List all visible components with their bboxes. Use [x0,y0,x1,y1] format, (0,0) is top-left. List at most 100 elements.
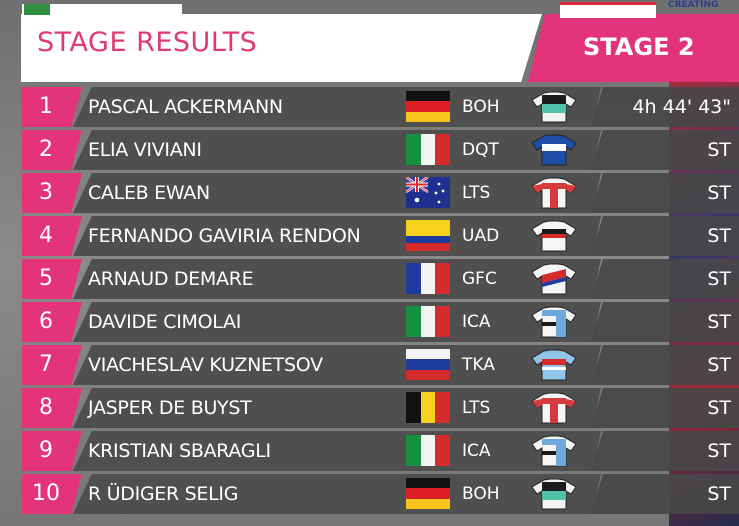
team-code: BOH [462,97,500,117]
team-code: LTS [462,183,491,203]
time-value: ST [707,225,731,247]
sponsor-logo-right [560,2,656,18]
team-code: BOH [462,484,500,504]
rank-number: 10 [32,481,60,506]
time-box [591,431,739,471]
team-code: UAD [462,226,500,246]
name-box [73,302,543,342]
name-box [73,474,543,514]
team-code: DQT [462,140,499,160]
name-box [73,216,543,256]
dqt-jersey-icon [531,134,577,166]
sponsor-logo-left [22,4,182,15]
rank-box [22,130,82,170]
rider-name: FERNANDO GAVIRIA RENDON [88,225,361,247]
team-code: LTS [462,398,491,418]
name-box [73,87,543,127]
rank-box [22,302,82,342]
header-title-panel [21,14,542,82]
flag-france-icon [406,263,450,294]
rank-box [22,173,82,213]
time-box [591,302,739,342]
time-box [591,87,739,127]
table-row: 3 CALEB EWAN LTS ST [22,173,739,213]
team-code: ICA [462,441,491,461]
ica-jersey-icon [531,435,577,467]
table-row: 8 JASPER DE BUYST LTS ST [22,388,739,428]
team-code: TKA [462,355,495,375]
table-row: 2 ELIA VIVIANI DQT ST [22,130,739,170]
rider-name: ELIA VIVIANI [88,139,202,161]
time-box [591,388,739,428]
time-value: ST [707,440,731,462]
rank-box [22,345,82,385]
footer-bar [0,511,739,526]
name-box [73,130,543,170]
rank-number: 9 [39,438,53,463]
rank-number: 2 [39,137,53,162]
gfc-jersey-icon [531,263,577,295]
time-box [591,216,739,256]
table-row: 7 VIACHESLAV KUZNETSOV TKA ST [22,345,739,385]
uad-jersey-icon [531,220,577,252]
name-box [73,345,543,385]
rider-name: VIACHESLAV KUZNETSOV [88,354,323,376]
time-value: ST [707,268,731,290]
time-value: 4h 44' 43" [632,96,731,118]
rank-box [22,259,82,299]
stage-badge: STAGE 2 [583,33,695,61]
table-row: 9 KRISTIAN SBARAGLI ICA ST [22,431,739,471]
table-row: 6 DAVIDE CIMOLAI ICA ST [22,302,739,342]
time-value: ST [707,397,731,419]
lts-jersey-icon [531,392,577,424]
time-box [591,130,739,170]
time-box [591,173,739,213]
time-box [591,259,739,299]
rider-name: DAVIDE CIMOLAI [88,311,241,333]
rank-number: 6 [39,309,53,334]
rank-box [22,87,82,127]
rider-name: CALEB EWAN [88,182,210,204]
rider-name: JASPER DE BUYST [88,397,252,419]
rank-number: 1 [39,94,53,119]
rank-number: 3 [39,180,53,205]
team-code: GFC [462,269,497,289]
rank-box [22,431,82,471]
rider-name: R ÜDIGER SELIG [88,483,239,505]
name-box [73,259,543,299]
stage-badge-panel [528,14,739,82]
tka-jersey-icon [531,349,577,381]
time-box [591,345,739,385]
time-box [591,474,739,514]
sponsor-text-right: CREATING [668,0,719,10]
team-code: ICA [462,312,491,332]
rider-name: PASCAL ACKERMANN [88,96,283,118]
boh-jersey-icon [531,478,577,510]
name-box [73,431,543,471]
sponsor-mark-left [24,4,50,15]
table-row: 5 ARNAUD DEMARE GFC ST [22,259,739,299]
ica-jersey-icon [531,306,577,338]
lts-jersey-icon [531,177,577,209]
name-box [73,173,543,213]
rank-box [22,388,82,428]
boh-jersey-icon [531,91,577,123]
name-box [73,388,543,428]
time-value: ST [707,311,731,333]
time-value: ST [707,483,731,505]
rank-number: 8 [39,395,53,420]
flag-italy-icon [406,306,450,337]
time-value: ST [707,182,731,204]
time-value: ST [707,354,731,376]
table-row: 4 FERNANDO GAVIRIA RENDON UAD ST [22,216,739,256]
flag-italy-icon [406,134,450,165]
flag-germany-icon [406,91,450,122]
flag-russia-icon [406,349,450,380]
time-value: ST [707,139,731,161]
table-row: 10 R ÜDIGER SELIG BOH ST [22,474,739,514]
rank-number: 4 [39,223,53,248]
page-title: STAGE RESULTS [37,27,258,58]
flag-colombia-icon [406,220,450,251]
rank-number: 7 [39,352,53,377]
rank-box [22,474,82,514]
